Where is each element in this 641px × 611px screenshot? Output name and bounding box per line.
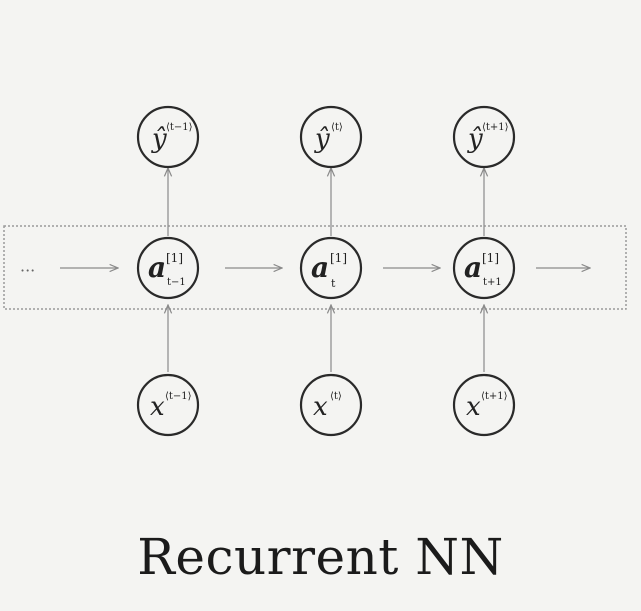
- output-label-base: ŷ: [151, 124, 167, 154]
- input-node-t-plus-1: x ⟨t+1⟩: [452, 373, 516, 437]
- input-node-t: x ⟨t⟩: [299, 373, 363, 437]
- hidden-label-sup: [1]: [166, 251, 183, 265]
- input-label-sup: ⟨t⟩: [330, 391, 342, 402]
- input-label-base: x: [150, 392, 165, 422]
- hidden-node-t-plus-1: a [1] t+1: [452, 236, 516, 300]
- output-node-t: ŷ ⟨t⟩: [299, 105, 363, 169]
- hidden-node-t: a [1] t: [299, 236, 363, 300]
- input-label-sup: ⟨t+1⟩: [481, 391, 508, 402]
- input-label-base: x: [466, 392, 481, 422]
- hidden-node-t-minus-1: a [1] t−1: [136, 236, 200, 300]
- output-label-sup: ⟨t+1⟩: [482, 122, 509, 133]
- input-label-sup: ⟨t−1⟩: [165, 391, 192, 402]
- hidden-label-sup: [1]: [482, 251, 499, 265]
- output-node-t-plus-1: ŷ ⟨t+1⟩: [452, 105, 516, 169]
- hidden-label-sub: t+1: [483, 277, 502, 288]
- hidden-label-sup: [1]: [330, 251, 347, 265]
- leading-ellipsis: ···: [20, 261, 35, 280]
- input-label-base: x: [313, 392, 328, 422]
- hidden-label-base: a: [311, 251, 329, 284]
- hidden-label-sub: t−1: [167, 277, 186, 288]
- output-label-base: ŷ: [467, 124, 483, 154]
- hidden-label-sub: t: [331, 277, 336, 290]
- output-label-sup: ⟨t⟩: [331, 122, 343, 133]
- hidden-label-base: a: [148, 251, 166, 284]
- output-label-base: ŷ: [314, 124, 330, 154]
- diagram-caption: Recurrent NN: [137, 528, 504, 586]
- hidden-label-base: a: [464, 251, 482, 284]
- output-node-t-minus-1: ŷ ⟨t−1⟩: [136, 105, 200, 169]
- hidden-layer-box: [3, 225, 627, 310]
- output-label-sup: ⟨t−1⟩: [166, 122, 193, 133]
- input-node-t-minus-1: x ⟨t−1⟩: [136, 373, 200, 437]
